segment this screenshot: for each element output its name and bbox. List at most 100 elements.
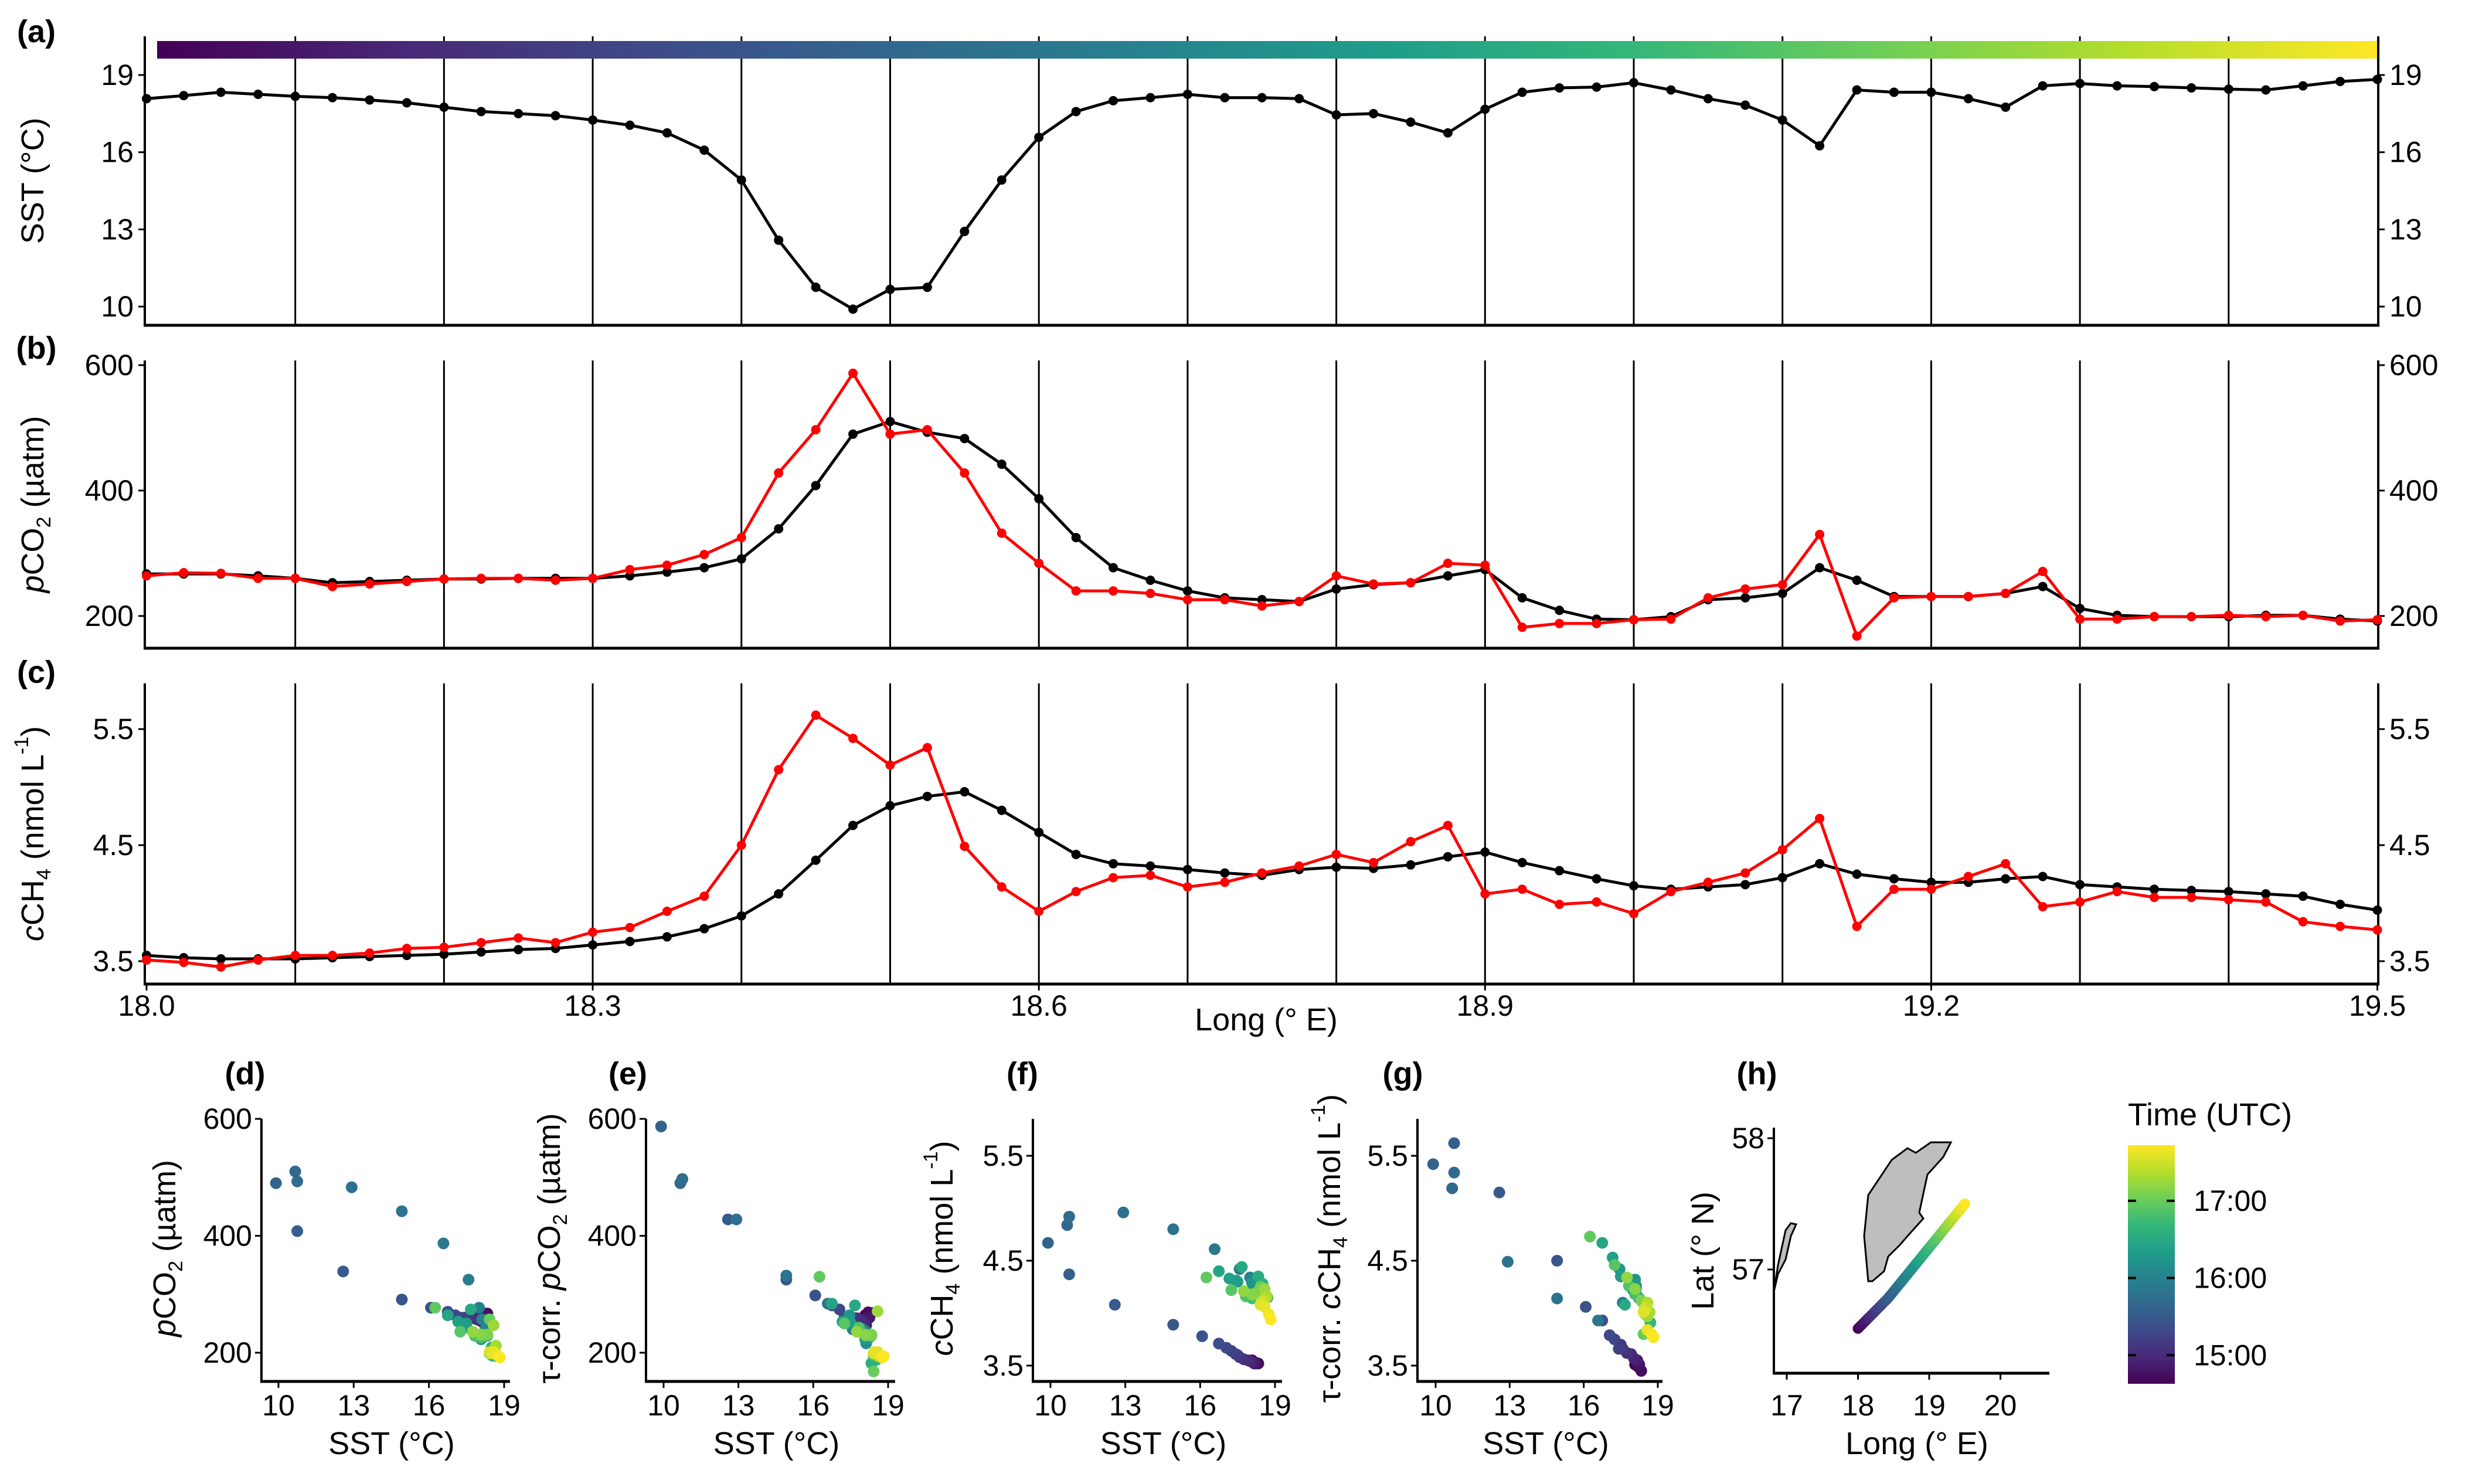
panel-label: (f) [1007,1056,1038,1091]
ylabel-part: p [532,1272,567,1291]
scatter-point [1236,1261,1248,1273]
data-point-sst [1555,83,1565,93]
scatter-point [1063,1268,1075,1281]
data-point-pco2_tau [2223,610,2233,620]
ylabel-part: ) [1312,1094,1347,1105]
ylabel-part: -1 [920,1151,942,1169]
data-point-pco2_tau [1629,615,1638,625]
data-point-ch4_tau [1220,877,1230,887]
scatter-point [1493,1186,1505,1199]
scatter-point [1580,1301,1592,1313]
data-point-pco2_tau [1592,618,1602,628]
scatter-point [1209,1243,1221,1255]
data-point-pco2 [1182,586,1192,596]
ylabel-part: c [1312,1294,1347,1309]
data-point-sst [1034,132,1044,142]
data-point-sst [2335,76,2345,86]
data-point-ch4 [1629,881,1638,891]
ylabel-part: 2 [549,1214,572,1225]
scatter-point [1613,1343,1625,1355]
data-point-pco2_tau [2372,615,2382,625]
panel-e: (e) 600 400 200 10 13 16 19 SST (°C) τ-corr. pCO2… [532,1056,905,1461]
y-tick-label: 3.5 [1367,1349,1408,1382]
data-point-pco2_tau [439,574,449,584]
data-point-sst [179,91,189,101]
data-point-pco2_tau [1257,601,1267,611]
data-point-sst [1109,96,1118,105]
data-point-sst [922,282,932,292]
data-point-pco2_tau [1889,593,1899,603]
data-point-ch4 [1220,868,1230,878]
data-point-pco2_tau [216,569,226,578]
data-point-pco2_tau [997,528,1007,538]
data-point-pco2 [1331,584,1341,594]
x-tick-label: 16 [797,1389,830,1422]
data-point-ch4 [1406,860,1416,870]
data-point-ch4_tau [811,710,821,720]
data-point-ch4_tau [885,760,895,770]
legend-colorbar [2128,1145,2175,1384]
panel-g: (g) 5.5 4.5 3.5 10 13 16 19 SST (°C) τ-corr. cCH4… [1307,1056,1674,1461]
x-tick-label: 18.6 [1011,989,1067,1022]
data-point-ch4 [588,940,598,950]
data-point-pco2 [1517,593,1527,603]
data-point-sst [439,102,449,112]
data-point-ch4_tau [439,942,449,952]
time-legend: Time (UTC) 17:00 16:00 15:00 [2128,1097,2292,1384]
x-tick-label: 13 [1109,1389,1142,1422]
data-point-ch4_tau [1294,861,1304,871]
y-tick-label-right: 13 [2389,213,2422,246]
data-point-sst [365,95,375,105]
y-axis-title: SST (°C) [15,118,50,244]
data-point-sst [1182,89,1192,99]
ylabel-part: CO [532,1225,567,1272]
y-tick-label: 5.5 [982,1139,1024,1172]
legend-tick-label: 17:00 [2194,1185,2267,1217]
x-tick-label: 13 [1494,1389,1526,1422]
data-point-sst [848,304,858,314]
data-point-ch4 [1517,857,1527,867]
data-point-ch4 [1555,866,1565,876]
y-axis-title: pCO2 (µatm) [15,416,55,594]
scatter-point [270,1177,282,1189]
y-tick-label-right: 400 [2389,474,2438,507]
data-point-pco2_tau [811,425,821,435]
ylabel-part: (nmol L [15,754,50,869]
data-point-ch4 [885,801,895,811]
data-point-sst [960,226,970,236]
scatter-point [441,1309,454,1322]
data-point-sst [550,111,560,121]
data-point-ch4 [1071,849,1081,859]
scatter-point [1592,1315,1604,1327]
data-point-ch4_tau [216,962,226,972]
data-point-pco2_tau [699,550,709,560]
scatter-point [452,1316,464,1328]
scatter-point [1196,1330,1208,1342]
data-point-sst [216,87,226,97]
data-point-sst [1852,85,1862,95]
data-point-ch4 [922,791,932,801]
y-tick-label-right: 10 [2389,290,2422,323]
data-point-ch4 [1777,873,1787,883]
data-point-pco2_tau [1034,559,1044,569]
data-point-ch4_tau [2075,897,2085,907]
scatter-point [494,1351,506,1363]
y-tick-label: 57 [1732,1253,1764,1286]
data-point-sst [1926,87,1936,97]
data-point-pco2 [1443,571,1453,581]
data-point-pco2_tau [2261,612,2271,622]
scatter-point [1225,1284,1237,1296]
scatter-point [1264,1313,1277,1326]
data-point-ch4_tau [2335,921,2345,931]
data-point-ch4 [216,954,226,964]
x-tick-label: 19 [1913,1389,1946,1422]
x-tick-label: 10 [647,1389,680,1422]
data-point-sst [1963,94,1973,104]
data-point-sst [1740,100,1750,110]
scatter-point [289,1165,301,1177]
ylabel-part: (nmol L [924,1169,960,1284]
scatter-point [437,1237,450,1250]
y-tick-label-right: 600 [2389,349,2438,382]
x-axis-title: Long (° E) [1195,1002,1338,1037]
